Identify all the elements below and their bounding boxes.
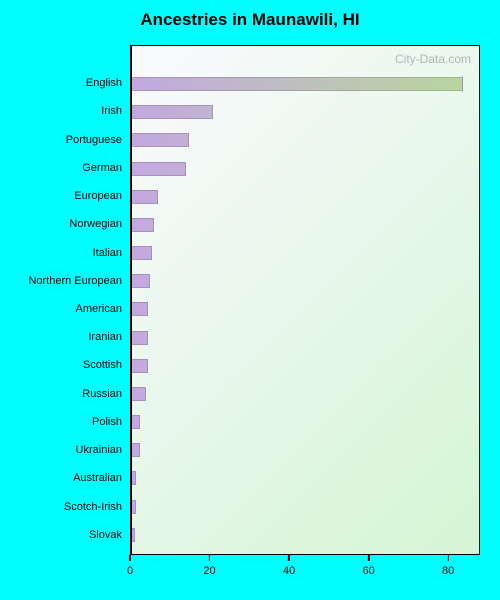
x-axis-tick: 40 (283, 555, 295, 577)
y-axis-label: Northern European (20, 274, 130, 288)
bar-row (130, 331, 479, 345)
y-axis-label: Italian (20, 246, 130, 260)
bar (130, 302, 148, 316)
x-tick-label: 20 (203, 565, 215, 577)
bar-row (130, 359, 479, 373)
bar-row (130, 105, 479, 119)
bar (130, 77, 463, 91)
bar-row (130, 471, 479, 485)
bar-row (130, 77, 479, 91)
y-axis-label: Scotch-Irish (20, 500, 130, 514)
y-axis-label: Norwegian (20, 217, 130, 231)
bar-row (130, 190, 479, 204)
x-axis-tick: 60 (363, 555, 375, 577)
y-axis-label: Ukrainian (20, 443, 130, 457)
x-tick-label: 80 (442, 565, 454, 577)
plot-area: City-Data.com (130, 45, 480, 555)
x-axis: 0 20 40 60 80 (130, 555, 480, 585)
bar (130, 133, 189, 147)
chart-title: Ancestries in Maunawili, HI (140, 10, 359, 30)
page-background: Ancestries in Maunawili, HI English Irish… (0, 0, 500, 600)
x-tick-mark (447, 555, 449, 561)
bar-row (130, 274, 479, 288)
y-axis-labels: English Irish Portuguese German European Norw… (20, 45, 130, 555)
bar-row (130, 133, 479, 147)
y-axis-label: Iranian (20, 330, 130, 344)
x-tick-mark (368, 555, 370, 561)
bar (130, 359, 148, 373)
y-axis-label: American (20, 302, 130, 316)
bar-row (130, 302, 479, 316)
bar-row (130, 443, 479, 457)
x-tick-label: 60 (363, 565, 375, 577)
y-axis-label: Scottish (20, 358, 130, 372)
x-tick-mark (129, 555, 131, 561)
y-axis-label: Slovak (20, 528, 130, 542)
y-axis-label: European (20, 189, 130, 203)
bar (130, 162, 186, 176)
y-axis-label: German (20, 161, 130, 175)
y-axis-label: Polish (20, 415, 130, 429)
bar (130, 105, 213, 119)
bar (130, 331, 148, 345)
bar-row (130, 528, 479, 542)
x-axis-tick: 20 (203, 555, 215, 577)
chart-container: English Irish Portuguese German European Norw… (20, 45, 480, 585)
x-tick-label: 40 (283, 565, 295, 577)
x-tick-mark (209, 555, 211, 561)
x-axis-tick: 0 (127, 555, 133, 577)
bar (130, 246, 152, 260)
y-axis-label: Australian (20, 471, 130, 485)
y-axis-label: Irish (20, 104, 130, 118)
bars-container (130, 46, 479, 555)
bar (130, 387, 146, 401)
y-axis-label: English (20, 76, 130, 90)
x-tick-mark (288, 555, 290, 561)
bar (130, 274, 150, 288)
bar-row (130, 500, 479, 514)
bar-row (130, 246, 479, 260)
bar-row (130, 387, 479, 401)
x-axis-tick: 80 (442, 555, 454, 577)
bar-row (130, 415, 479, 429)
y-axis-label: Portuguese (20, 133, 130, 147)
bar (130, 190, 158, 204)
bar-row (130, 162, 479, 176)
y-axis-line (130, 46, 132, 555)
bar (130, 218, 154, 232)
bar-row (130, 218, 479, 232)
y-axis-label: Russian (20, 387, 130, 401)
x-tick-label: 0 (127, 565, 133, 577)
